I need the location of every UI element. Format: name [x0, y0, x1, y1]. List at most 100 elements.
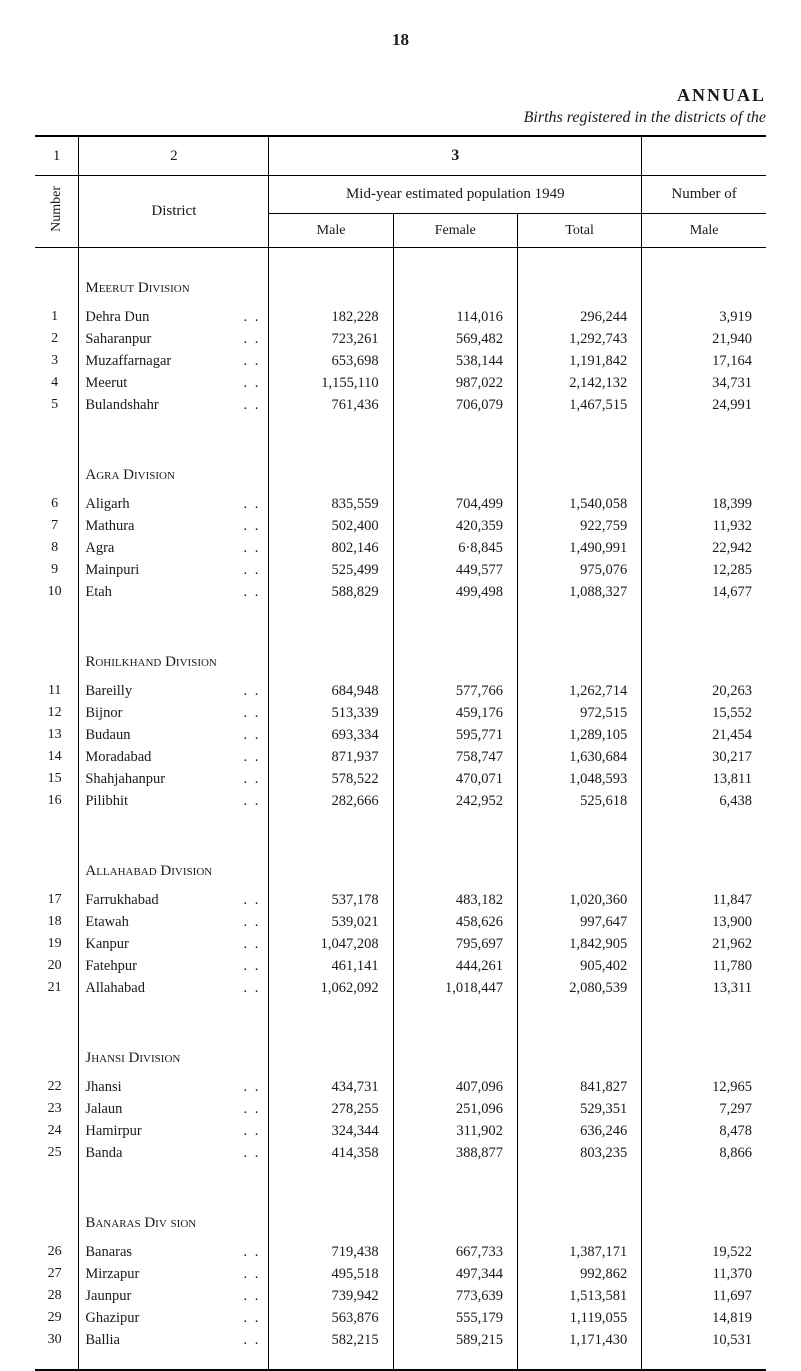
row-total: 997,647 [517, 912, 641, 934]
row-number-male: 21,962 [642, 934, 766, 956]
row-female: 1,018,447 [393, 978, 517, 1000]
row-district: Hamirpur. . [79, 1121, 269, 1143]
row-district: Agra. . [79, 538, 269, 560]
section-title: Allahabad Division [79, 849, 269, 890]
row-female: 458,626 [393, 912, 517, 934]
row-number-male: 6,438 [642, 791, 766, 813]
row-male: 739,942 [269, 1286, 393, 1308]
row-total: 1,630,684 [517, 747, 641, 769]
row-male: 434,731 [269, 1077, 393, 1099]
row-total: 1,048,593 [517, 769, 641, 791]
row-total: 1,842,905 [517, 934, 641, 956]
row-male: 1,155,110 [269, 373, 393, 395]
row-male: 802,146 [269, 538, 393, 560]
table-row: 21Allahabad. .1,062,0921,018,4472,080,53… [35, 978, 766, 1000]
row-district: Etawah. . [79, 912, 269, 934]
row-male: 282,666 [269, 791, 393, 813]
row-total: 975,076 [517, 560, 641, 582]
row-district: Bijnor. . [79, 703, 269, 725]
section-title-row: Jhansi Division [35, 1036, 766, 1077]
row-number-male: 19,522 [642, 1242, 766, 1264]
table-row: 9Mainpuri. .525,499449,577975,07612,285 [35, 560, 766, 582]
row-serial: 15 [35, 769, 79, 791]
row-serial: 25 [35, 1143, 79, 1165]
row-district: Saharanpur. . [79, 329, 269, 351]
row-female: 538,144 [393, 351, 517, 373]
row-number-male: 17,164 [642, 351, 766, 373]
row-district: Kanpur. . [79, 934, 269, 956]
row-district: Mainpuri. . [79, 560, 269, 582]
row-total: 1,513,581 [517, 1286, 641, 1308]
row-serial: 16 [35, 791, 79, 813]
section-title: Banaras Div sion [79, 1201, 269, 1242]
row-male: 1,062,092 [269, 978, 393, 1000]
row-total: 525,618 [517, 791, 641, 813]
row-female: 577,766 [393, 681, 517, 703]
row-serial: 8 [35, 538, 79, 560]
table-row: 30Ballia. .582,215589,2151,171,43010,531 [35, 1330, 766, 1352]
table-row: 17Farrukhabad. .537,178483,1821,020,3601… [35, 890, 766, 912]
row-female: 470,071 [393, 769, 517, 791]
row-district: Ballia. . [79, 1330, 269, 1352]
row-female: 483,182 [393, 890, 517, 912]
row-serial: 5 [35, 395, 79, 417]
row-serial: 13 [35, 725, 79, 747]
row-number-male: 12,965 [642, 1077, 766, 1099]
row-district: Banaras. . [79, 1242, 269, 1264]
row-female: 704,499 [393, 494, 517, 516]
row-serial: 9 [35, 560, 79, 582]
table-row: 19Kanpur. .1,047,208795,6971,842,90521,9… [35, 934, 766, 956]
section-title: Meerut Division [79, 266, 269, 307]
table-row: 15Shahjahanpur. .578,522470,0711,048,593… [35, 769, 766, 791]
table-row: 4Meerut. .1,155,110987,0222,142,13234,73… [35, 373, 766, 395]
table-row: 22Jhansi. .434,731407,096841,82712,965 [35, 1077, 766, 1099]
table-row: 25Banda. .414,358388,877803,2358,866 [35, 1143, 766, 1165]
row-female: 6·8,845 [393, 538, 517, 560]
table-row: 6Aligarh. .835,559704,4991,540,05818,399 [35, 494, 766, 516]
row-male: 578,522 [269, 769, 393, 791]
row-male: 513,339 [269, 703, 393, 725]
row-total: 1,387,171 [517, 1242, 641, 1264]
row-number-male: 10,531 [642, 1330, 766, 1352]
row-serial: 3 [35, 351, 79, 373]
row-total: 1,171,430 [517, 1330, 641, 1352]
table-row: 18Etawah. .539,021458,626997,64713,900 [35, 912, 766, 934]
row-female: 407,096 [393, 1077, 517, 1099]
row-female: 497,344 [393, 1264, 517, 1286]
row-serial: 26 [35, 1242, 79, 1264]
table-row: 13Budaun. .693,334595,7711,289,10521,454 [35, 725, 766, 747]
row-female: 595,771 [393, 725, 517, 747]
hdr-col-3: 3 [269, 136, 642, 176]
table-row: 11Bareilly. .684,948577,7661,262,71420,2… [35, 681, 766, 703]
table-row: 29Ghazipur. .563,876555,1791,119,05514,8… [35, 1308, 766, 1330]
row-serial: 19 [35, 934, 79, 956]
row-male: 537,178 [269, 890, 393, 912]
table-row: 23Jalaun. .278,255251,096529,3517,297 [35, 1099, 766, 1121]
section-title-row: Allahabad Division [35, 849, 766, 890]
row-serial: 14 [35, 747, 79, 769]
row-number-male: 7,297 [642, 1099, 766, 1121]
row-female: 667,733 [393, 1242, 517, 1264]
row-number-male: 11,932 [642, 516, 766, 538]
row-male: 495,518 [269, 1264, 393, 1286]
row-total: 1,020,360 [517, 890, 641, 912]
row-total: 1,088,327 [517, 582, 641, 604]
row-number-male: 13,900 [642, 912, 766, 934]
section-title: Jhansi Division [79, 1036, 269, 1077]
row-number-male: 12,285 [642, 560, 766, 582]
hdr-number-label: Number [49, 186, 65, 232]
row-serial: 2 [35, 329, 79, 351]
row-female: 706,079 [393, 395, 517, 417]
row-number-male: 22,942 [642, 538, 766, 560]
row-district: Dehra Dun. . [79, 307, 269, 329]
row-serial: 24 [35, 1121, 79, 1143]
row-total: 2,080,539 [517, 978, 641, 1000]
row-number-male: 13,311 [642, 978, 766, 1000]
hdr-col-1: 1 [35, 136, 79, 176]
row-total: 2,142,132 [517, 373, 641, 395]
row-district: Budaun. . [79, 725, 269, 747]
table-row: 24Hamirpur. .324,344311,902636,2468,478 [35, 1121, 766, 1143]
row-female: 589,215 [393, 1330, 517, 1352]
row-female: 420,359 [393, 516, 517, 538]
row-total: 1,467,515 [517, 395, 641, 417]
